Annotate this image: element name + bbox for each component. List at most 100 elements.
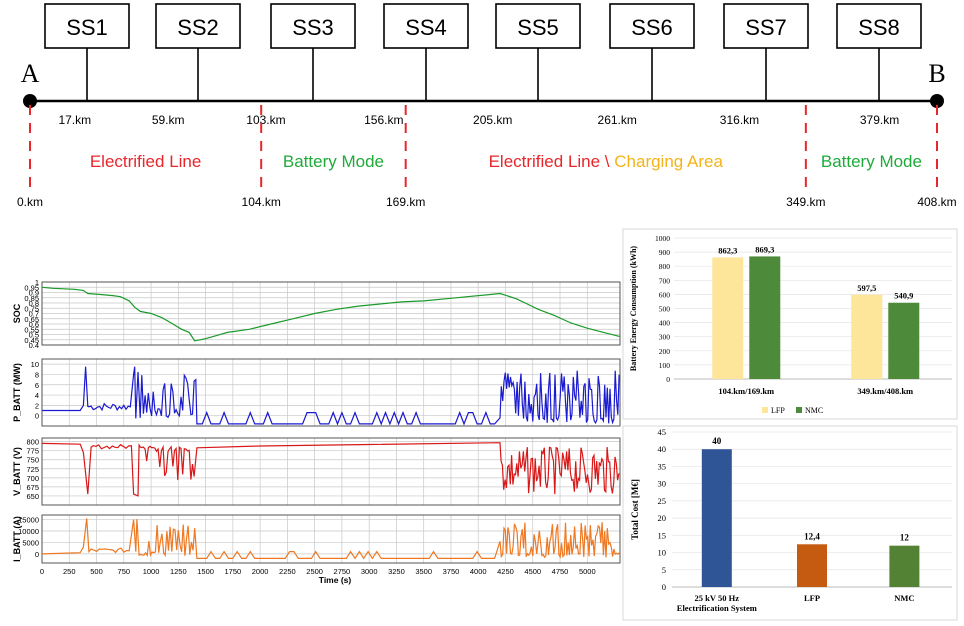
km-label: 379.km [860,113,899,127]
y-tick-label: 0 [35,412,39,421]
x-tick-label: 1250 [170,567,187,576]
x-tick-label: 3000 [361,567,378,576]
x-tick-label: 4250 [497,567,514,576]
substation-box [44,3,130,49]
substation-box [609,3,695,49]
substation-box [836,3,922,49]
km-label: 17.km [58,113,91,127]
panel-frame [41,358,621,427]
legend-label: LFP [771,406,785,415]
bar-value-label: 40 [712,436,722,446]
y-tick-label: 0 [666,375,670,384]
y-tick-label: 700 [659,276,671,285]
zone-label-part: Battery Mode [283,152,384,171]
bar-value-label: 12 [900,533,910,543]
x-tick-label: 500 [90,567,103,576]
category-label: Electrification System [677,603,757,613]
y-tick-label: 8 [35,370,39,379]
series-line [41,442,620,497]
y-tick-label: 35 [658,461,667,471]
zone-label: Electrified Line [90,152,202,171]
substation-box [495,3,581,49]
zone-label-part: Electrified Line [90,152,202,171]
y-tick-label: 25 [658,496,667,506]
y-tick-label: 10000 [18,527,39,536]
y-tick-label: 0 [662,582,666,592]
y-tick-label: 700 [26,474,39,483]
bar-value-label: 12,4 [804,531,820,541]
y-tick-label: 500 [659,305,671,314]
km-label: 316.km [720,113,759,127]
endpoint-a [23,94,37,108]
substation-box [270,3,356,49]
y-axis-label: Total Cost [M€] [630,479,640,540]
series-line [42,366,620,426]
x-tick-label: 2250 [279,567,296,576]
y-tick-label: 0.9 [29,289,39,298]
substation-box [383,3,469,49]
km-label: 156.km [364,113,403,127]
category-label: 25 kV 50 Hz [695,593,740,603]
series-line [41,518,620,560]
x-tick-label: 5000 [579,567,596,576]
x-tick-label: 750 [118,567,131,576]
y-axis-label: SOC [12,303,22,323]
legend-swatch [796,407,802,413]
x-tick-label: 4500 [524,567,541,576]
y-tick-label: 0.5 [29,331,39,340]
substation-label: SS6 [631,15,673,40]
substation-label: SS4 [405,15,447,40]
y-tick-label: 2 [35,401,39,410]
y-tick-label: 400 [659,319,671,328]
category-label: 349.km/408.km [857,386,913,396]
substation-label: SS7 [745,15,787,40]
substation-label: SS5 [517,15,559,40]
zone-label-part: Battery Mode [821,152,922,171]
bar [851,294,883,379]
zone-label-part: Electrified Line \ [489,152,610,171]
bar-value-label: 869,3 [755,244,774,254]
substation-label: SS1 [66,15,108,40]
km-label: 261.km [598,113,637,127]
y-tick-label: 0.45 [24,336,39,345]
endpoint-b [930,94,944,108]
substation-label: SS2 [177,15,219,40]
y-tick-label: 0.6 [29,320,39,329]
timeseries-panel: 0.40.450.50.550.60.650.70.750.80.850.90.… [12,278,621,350]
km-label: 59.km [152,113,185,127]
route-diagram: SS1 17.km SS2 59.km SS3 103.km SS4 156.km SS5 205… [17,3,957,209]
panel-frame [41,281,621,346]
series-line [41,286,621,342]
chart-frame [622,425,958,621]
total-cost-chart: 0 5 10 15 20 25 30 35 40 45 40 25 kV 50 HzElectrifi… [622,425,958,621]
y-tick-label: 725 [26,465,39,474]
zone-label: Battery Mode [821,152,922,171]
x-tick-label: 3500 [415,567,432,576]
y-tick-label: 15 [658,530,667,540]
x-tick-label: 3750 [443,567,460,576]
y-tick-label: 40 [658,444,667,454]
substation-label: SS3 [292,15,334,40]
y-tick-label: 1 [35,278,39,287]
x-tick-label: 1750 [225,567,242,576]
y-tick-label: 10 [31,360,39,369]
bar [701,449,732,587]
y-tick-label: 900 [659,248,671,257]
y-axis-label: I_BATT (A) [12,516,22,562]
y-tick-label: 45 [658,427,667,437]
x-tick-label: 2750 [334,567,351,576]
y-tick-label: 5 [662,565,666,575]
x-tick-label: 2500 [306,567,323,576]
y-tick-label: 0.65 [24,315,39,324]
y-tick-label: 15000 [18,516,39,525]
y-tick-label: 0.75 [24,304,39,313]
y-tick-label: 0.55 [24,325,39,334]
x-tick-label: 4000 [470,567,487,576]
substation-label: SS8 [858,15,900,40]
y-axis-label: Battery Energy Consumption (kWh) [629,246,638,371]
boundary-km-label: 104.km [242,195,281,209]
panel-frame [41,514,621,564]
y-tick-label: 0.8 [29,299,39,308]
y-tick-label: 0.4 [29,341,39,350]
y-tick-label: 5000 [22,538,39,547]
